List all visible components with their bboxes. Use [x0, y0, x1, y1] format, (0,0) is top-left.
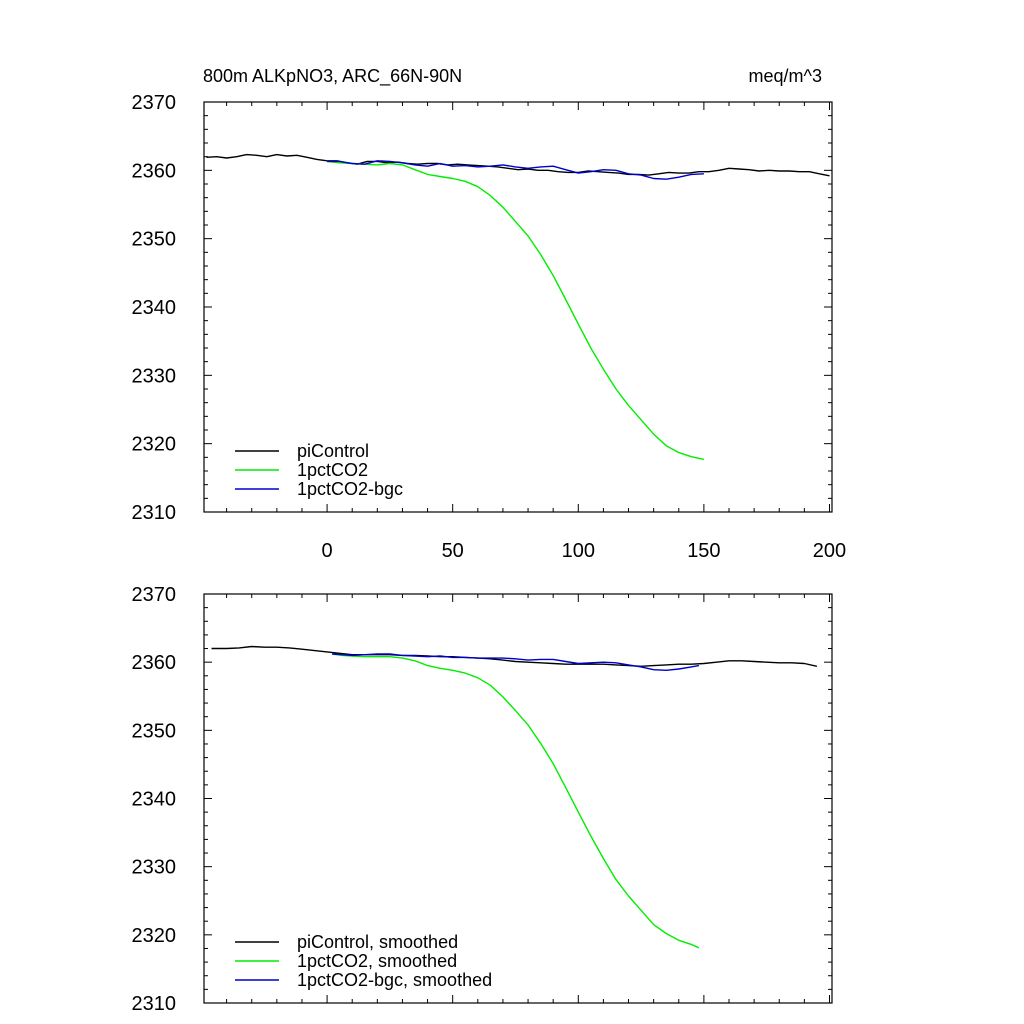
y-tick-label: 2320	[132, 925, 177, 947]
legend-label: piControl, smoothed	[297, 932, 458, 952]
legend-label: 1pctCO2-bgc, smoothed	[297, 970, 492, 990]
y-tick-label: 2360	[132, 160, 177, 182]
series-line-3	[332, 653, 700, 671]
y-tick-label: 2320	[132, 434, 177, 456]
series-line-2	[327, 160, 705, 461]
y-tick-label: 2340	[132, 297, 177, 319]
legend-label: 1pctCO2, smoothed	[297, 951, 457, 971]
y-tick-label: 2350	[132, 229, 177, 251]
y-tick-label: 2360	[132, 652, 177, 674]
chart-units: meq/m^3	[749, 66, 822, 86]
top-panel: 2310 2320 2330 2340 2350 2360 2370 0 50 100 150 200…	[132, 92, 847, 562]
y-tick-label: 2370	[132, 584, 177, 606]
x-tick-label: 100	[562, 540, 595, 562]
bottom-panel: 2310 2320 2330 2340 2350 2360 2370 piControl, s…	[132, 584, 833, 1015]
chart-title: 800m ALKpNO3, ARC_66N-90N	[203, 66, 462, 87]
y-tick-label: 2370	[132, 92, 177, 114]
x-tick-label: 150	[687, 540, 720, 562]
y-tick-label: 2310	[132, 502, 177, 524]
series-line-1	[206, 153, 830, 177]
series-line-3	[327, 160, 704, 180]
x-tick-label: 50	[442, 540, 464, 562]
legend-label: 1pctCO2	[297, 460, 368, 480]
y-tick-label: 2310	[132, 993, 177, 1015]
legend-label: 1pctCO2-bgc	[297, 479, 403, 499]
series-line-1	[211, 645, 818, 667]
y-tick-label: 2330	[132, 857, 177, 879]
y-tick-label: 2340	[132, 789, 177, 811]
legend-label: piControl	[297, 441, 369, 461]
x-tick-label: 0	[322, 540, 333, 562]
x-tick-label: 200	[813, 540, 846, 562]
y-tick-label: 2350	[132, 720, 177, 742]
y-tick-label: 2330	[132, 365, 177, 387]
series-line-2	[332, 653, 700, 949]
